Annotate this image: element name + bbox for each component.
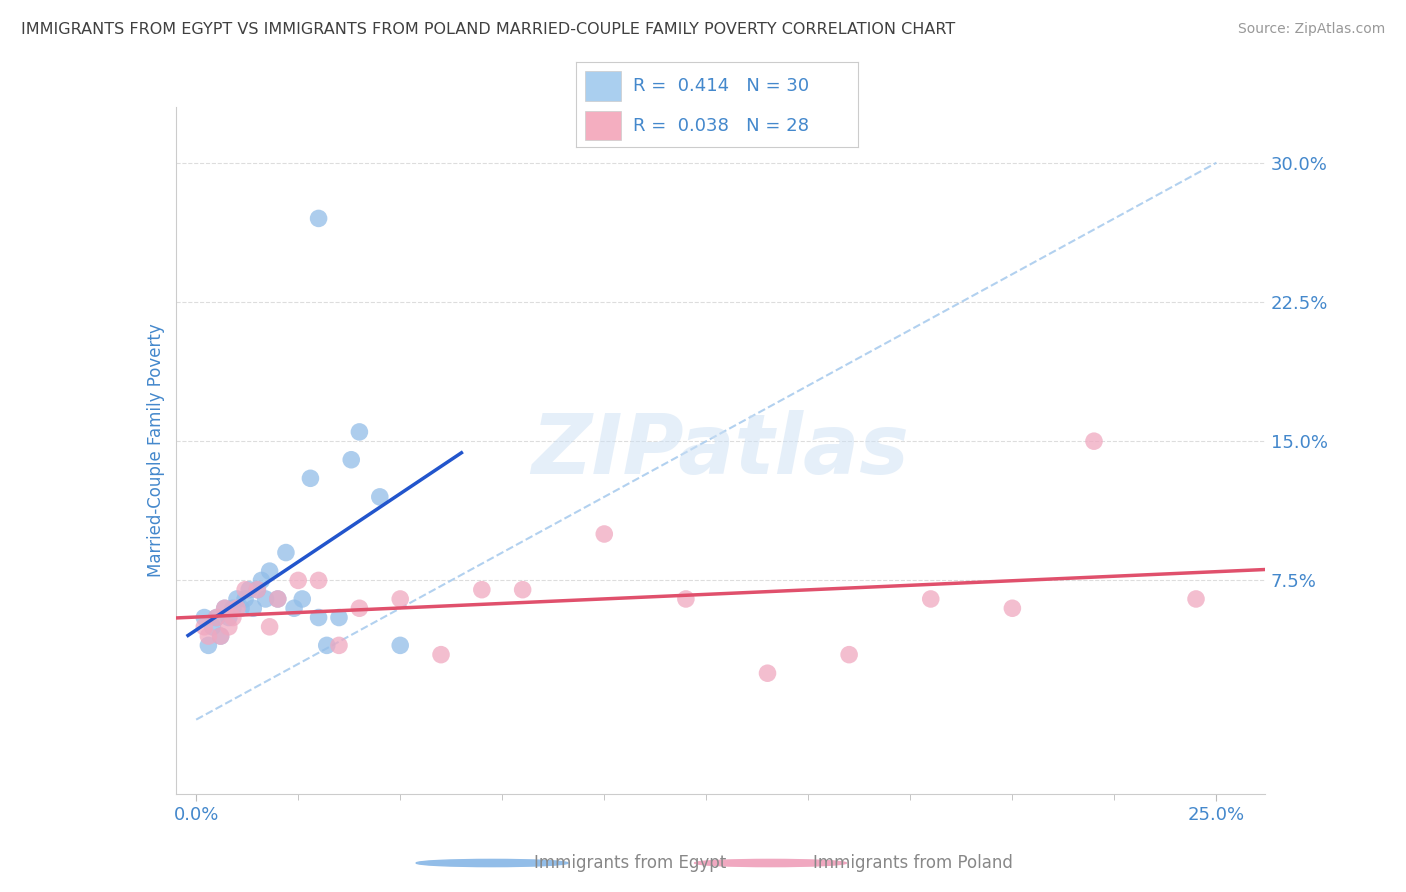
Point <box>274 545 297 559</box>
Point <box>193 610 215 624</box>
Text: IMMIGRANTS FROM EGYPT VS IMMIGRANTS FROM POLAND MARRIED-COUPLE FAMILY POVERTY CO: IMMIGRANTS FROM EGYPT VS IMMIGRANTS FROM… <box>21 22 955 37</box>
Text: Immigrants from Egypt: Immigrants from Egypt <box>534 854 727 872</box>
Point <box>1001 601 1024 615</box>
Point <box>209 629 232 643</box>
Point <box>238 582 260 597</box>
Point <box>214 601 236 615</box>
Text: Source: ZipAtlas.com: Source: ZipAtlas.com <box>1237 22 1385 37</box>
Point <box>838 648 860 662</box>
Point <box>267 591 290 606</box>
Point <box>233 591 256 606</box>
Point <box>920 591 942 606</box>
Point <box>315 639 337 653</box>
Point <box>368 490 391 504</box>
Y-axis label: Married-Couple Family Poverty: Married-Couple Family Poverty <box>146 324 165 577</box>
Point <box>205 610 228 624</box>
Point <box>675 591 697 606</box>
Point <box>259 564 281 578</box>
Point <box>218 610 240 624</box>
Text: Immigrants from Poland: Immigrants from Poland <box>813 854 1012 872</box>
Point <box>214 601 236 615</box>
Point <box>512 582 534 597</box>
Point <box>283 601 305 615</box>
Point <box>340 452 363 467</box>
Point <box>308 574 330 588</box>
Point <box>229 601 252 615</box>
Point <box>222 601 245 615</box>
Point <box>291 591 314 606</box>
Point <box>1185 591 1208 606</box>
Point <box>209 629 232 643</box>
Point <box>222 610 245 624</box>
Point <box>308 610 330 624</box>
Point <box>299 471 322 485</box>
Point <box>349 601 371 615</box>
Point <box>226 601 249 615</box>
Point <box>197 639 219 653</box>
Point <box>1083 434 1105 449</box>
Point <box>308 211 330 226</box>
Text: R =  0.414   N = 30: R = 0.414 N = 30 <box>633 77 808 95</box>
Text: ZIPatlas: ZIPatlas <box>531 410 910 491</box>
Point <box>471 582 494 597</box>
Point <box>218 620 240 634</box>
Point <box>328 639 350 653</box>
Point <box>226 591 249 606</box>
Point <box>254 591 277 606</box>
Point <box>246 582 269 597</box>
Point <box>287 574 309 588</box>
Point <box>259 620 281 634</box>
Circle shape <box>695 859 846 867</box>
FancyBboxPatch shape <box>585 111 621 140</box>
Circle shape <box>416 859 568 867</box>
Point <box>349 425 371 439</box>
Point <box>593 527 616 541</box>
Point <box>193 620 215 634</box>
Point <box>233 582 256 597</box>
Point <box>430 648 453 662</box>
FancyBboxPatch shape <box>585 71 621 101</box>
Point <box>389 591 412 606</box>
Text: R =  0.038   N = 28: R = 0.038 N = 28 <box>633 117 808 135</box>
Point <box>267 591 290 606</box>
Point <box>205 610 228 624</box>
Point <box>756 666 779 681</box>
Point <box>328 610 350 624</box>
Point <box>242 601 264 615</box>
Point <box>246 582 269 597</box>
Point <box>389 639 412 653</box>
Point <box>201 620 224 634</box>
Point <box>197 629 219 643</box>
Point <box>250 574 273 588</box>
